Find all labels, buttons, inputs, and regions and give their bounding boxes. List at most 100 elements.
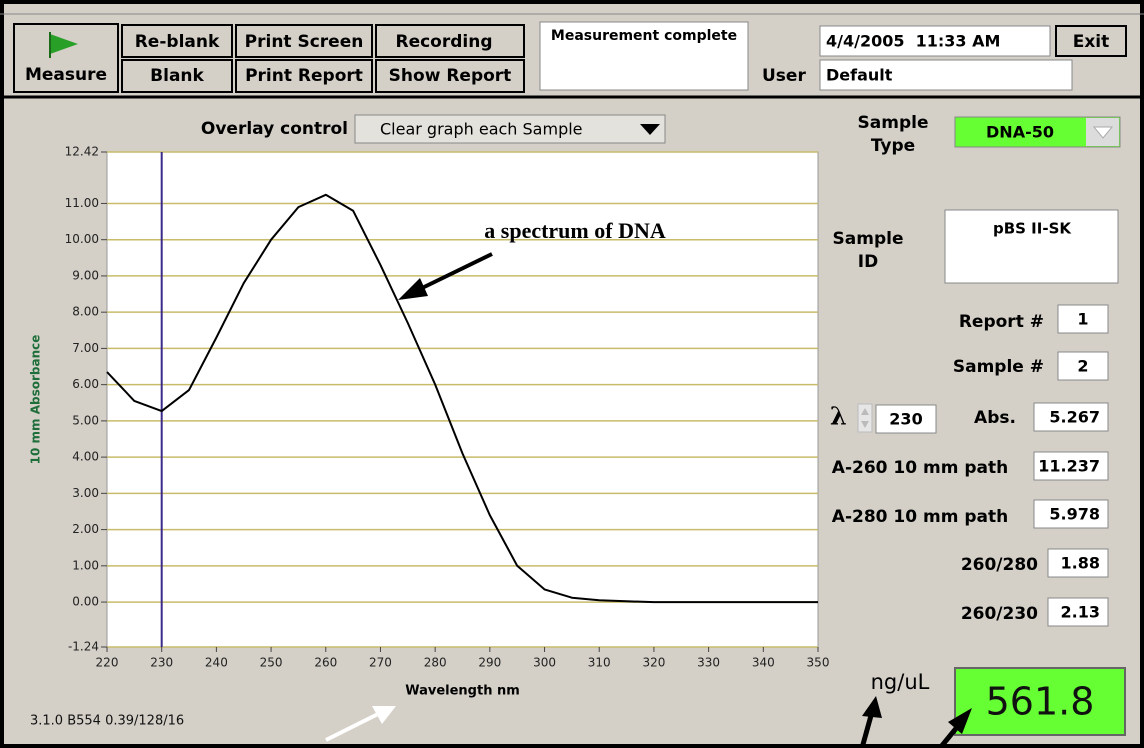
report-label: Report # xyxy=(959,312,1044,332)
lambda-value: 230 xyxy=(889,410,922,429)
abs-value: 5.267 xyxy=(1049,408,1100,427)
chart: 12.42 11.00 10.00 9.00 8.00 7.00 6.00 5.00 4.00 3… xyxy=(29,145,830,699)
sample-type-label-2: Type xyxy=(871,136,915,156)
abs-label: Abs. xyxy=(974,408,1016,428)
abs-field xyxy=(1033,402,1109,432)
y-tick-label: -1.24 xyxy=(68,640,99,654)
x-tick-label: 250 xyxy=(260,656,283,670)
print-report-button[interactable]: Print Report xyxy=(235,59,373,93)
datetime-text: 4/4/2005 11:33 AM xyxy=(826,32,1000,51)
x-tick-label: 220 xyxy=(96,656,119,670)
lambda-symbol: λ xyxy=(830,402,847,431)
dropdown-arrow xyxy=(640,124,660,135)
sample-type-dropdown[interactable]: DNA-50 xyxy=(954,116,1121,148)
a260-field xyxy=(1033,451,1109,481)
sample-value: 2 xyxy=(1077,357,1088,376)
x-tick-label: 230 xyxy=(150,656,173,670)
y-axis-label: 10 mm Absorbance xyxy=(29,335,43,465)
user-label: User xyxy=(762,66,806,86)
annotation: a spectrum of DNA xyxy=(484,218,666,243)
button-label: Blank xyxy=(150,66,204,86)
ratio-260-280-field xyxy=(1047,548,1109,578)
show-report-button[interactable]: Show Report xyxy=(375,59,525,93)
conc-value: 561.8 xyxy=(986,680,1095,724)
y-tick-label: 0.00 xyxy=(72,595,99,609)
plot-area xyxy=(106,151,819,648)
blank-button[interactable]: Blank xyxy=(121,59,233,93)
button-label: Print Report xyxy=(245,66,363,86)
y-tick-label: 4.00 xyxy=(72,450,99,464)
x-tick-label: 270 xyxy=(369,656,392,670)
user-text: Default xyxy=(826,66,893,85)
y-tick-label: 11.00 xyxy=(65,196,99,210)
x-axis-label: Wavelength nm xyxy=(405,684,520,699)
sample-type-value: DNA-50 xyxy=(986,123,1054,142)
button-label: Show Report xyxy=(389,66,512,86)
button-label: Exit xyxy=(1073,32,1110,52)
overlay-dropdown[interactable]: Clear graph each Sample xyxy=(354,114,666,144)
y-tick-label: 8.00 xyxy=(72,305,99,319)
y-tick-label: 6.00 xyxy=(72,377,99,391)
a280-label: A-280 10 mm path xyxy=(832,507,1008,527)
sample-type-label: Sample xyxy=(858,113,929,133)
sample-field xyxy=(1057,351,1109,381)
sample-id-field[interactable] xyxy=(944,209,1119,284)
print-screen-button[interactable]: Print Screen xyxy=(235,24,373,58)
y-tick-label: 12.42 xyxy=(65,145,99,159)
y-tick-label: 1.00 xyxy=(72,558,99,572)
measure-button[interactable]: Measure xyxy=(13,23,119,93)
ratio-260-280-value: 1.88 xyxy=(1061,554,1100,573)
conc-field xyxy=(954,667,1126,736)
conc-label: ng/uL xyxy=(871,670,930,694)
lambda-spinner[interactable] xyxy=(857,403,873,433)
spectrum-line xyxy=(106,193,818,604)
report-value: 1 xyxy=(1077,310,1088,329)
white-arrow xyxy=(325,706,396,742)
status-text: Measurement complete xyxy=(551,28,737,44)
lambda-field[interactable] xyxy=(875,404,937,434)
a260-value: 11.237 xyxy=(1038,457,1100,476)
sample-id-label: Sample xyxy=(833,229,904,249)
y-tick-label: 3.00 xyxy=(72,486,99,500)
recording-button[interactable]: Recording xyxy=(375,24,525,58)
x-tick-label: 330 xyxy=(697,656,720,670)
y-tick-label: 9.00 xyxy=(72,268,99,282)
overlay-label: Overlay control xyxy=(201,119,348,139)
y-tick-label: 2.00 xyxy=(72,522,99,536)
overlay-value: Clear graph each Sample xyxy=(380,120,583,139)
y-tick-label: 10.00 xyxy=(65,232,99,246)
sample-id-label-2: ID xyxy=(858,252,878,272)
ratio-260-280-label: 260/280 xyxy=(961,555,1038,575)
a280-value: 5.978 xyxy=(1049,505,1100,524)
ratio-260-230-label: 260/230 xyxy=(961,604,1038,624)
reblank-button[interactable]: Re-blank xyxy=(121,24,233,58)
exit-button[interactable]: Exit xyxy=(1055,25,1127,57)
button-label: Recording xyxy=(395,32,492,52)
x-tick-label: 300 xyxy=(533,656,556,670)
x-tick-label: 280 xyxy=(424,656,447,670)
datetime-field xyxy=(819,25,1051,57)
button-label: Re-blank xyxy=(135,32,220,52)
x-tick-label: 260 xyxy=(314,656,337,670)
user-field[interactable] xyxy=(819,59,1073,91)
annotation-arrow xyxy=(398,252,493,300)
y-tick-label: 7.00 xyxy=(72,341,99,355)
x-tick-label: 350 xyxy=(807,656,830,670)
status-box xyxy=(539,21,749,91)
y-tick-label: 5.00 xyxy=(72,413,99,427)
button-label: Print Screen xyxy=(245,32,364,52)
sample-id-value: pBS II-SK xyxy=(993,220,1072,238)
a260-label: A-260 10 mm path xyxy=(832,458,1008,478)
sample-label: Sample # xyxy=(953,357,1044,377)
ratio-260-230-field xyxy=(1047,597,1109,627)
flag-icon xyxy=(50,34,78,54)
version: 3.1.0 B554 0.39/128/16 xyxy=(30,714,184,729)
button-label: Measure xyxy=(25,65,107,85)
x-tick-label: 290 xyxy=(478,656,501,670)
x-tick-label: 310 xyxy=(588,656,611,670)
report-field xyxy=(1057,304,1109,334)
x-tick-label: 320 xyxy=(642,656,665,670)
x-tick-label: 240 xyxy=(205,656,228,670)
